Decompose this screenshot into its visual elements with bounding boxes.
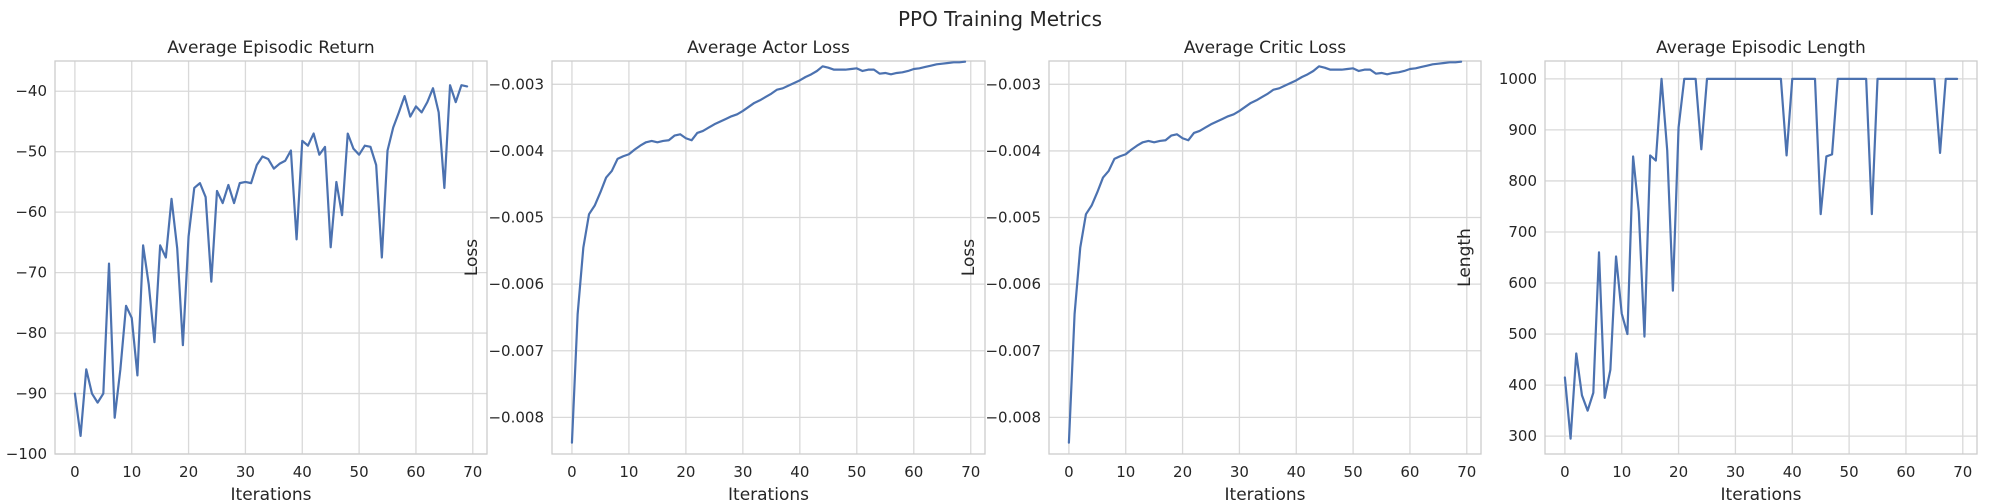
y-tick-label: −0.005 <box>488 209 544 227</box>
y-tick-label: −0.003 <box>985 75 1041 93</box>
x-axis-label: Iterations <box>1225 485 1306 500</box>
axes-frame <box>54 60 488 455</box>
x-tick-label: 50 <box>1840 463 1859 481</box>
x-tick-label: 20 <box>1669 463 1688 481</box>
y-tick-label: 800 <box>1508 172 1537 190</box>
x-axis-label: Iterations <box>231 485 312 500</box>
figure-title: PPO Training Metrics <box>898 7 1102 31</box>
plot-area <box>552 61 985 454</box>
y-tick-label: −80 <box>15 324 47 342</box>
chart-title: Average Critic Loss <box>1184 38 1346 58</box>
x-tick-label: 30 <box>733 463 752 481</box>
x-tick-label: 10 <box>122 463 141 481</box>
x-tick-label: 30 <box>236 463 255 481</box>
axes-frame <box>551 60 986 455</box>
x-tick-label: 60 <box>406 463 425 481</box>
y-tick-label: −0.005 <box>985 209 1041 227</box>
y-tick-label: −0.004 <box>985 142 1041 160</box>
x-tick-label: 70 <box>1953 463 1972 481</box>
x-tick-label: 20 <box>676 463 695 481</box>
x-tick-label: 60 <box>904 463 923 481</box>
x-axis-label: Iterations <box>728 485 809 500</box>
x-tick-label: 20 <box>1173 463 1192 481</box>
y-tick-label: −0.004 <box>488 142 544 160</box>
plot-area <box>55 61 487 454</box>
chart-title: Average Episodic Return <box>167 38 374 58</box>
x-tick-label: 10 <box>619 463 638 481</box>
x-tick-label: 40 <box>1287 463 1306 481</box>
x-tick-label: 60 <box>1400 463 1419 481</box>
y-axis-label: Loss <box>959 239 979 276</box>
plot-area <box>1545 61 1977 454</box>
series-line-1 <box>570 60 967 444</box>
y-tick-label: −0.007 <box>488 342 544 360</box>
x-tick-label: 70 <box>1457 463 1476 481</box>
chart-panel-3: 0 10 20 30 40 50 60 70 −0.008 −0.007 −0.006 −0.005 −… <box>959 38 1482 500</box>
series-line-1 <box>73 84 469 437</box>
y-tick-label: −70 <box>15 264 47 282</box>
x-tick-label: 40 <box>790 463 809 481</box>
y-tick-label: 600 <box>1508 274 1537 292</box>
x-tick-label: 70 <box>961 463 980 481</box>
y-tick-label: −50 <box>15 143 47 161</box>
y-tick-label: −0.006 <box>985 275 1041 293</box>
y-tick-label: −100 <box>6 445 47 463</box>
axes-frame <box>1544 60 1978 455</box>
x-tick-label: 20 <box>179 463 198 481</box>
x-tick-label: 0 <box>1064 463 1074 481</box>
y-tick-label: −60 <box>15 203 47 221</box>
x-tick-label: 50 <box>847 463 866 481</box>
y-tick-label: 1000 <box>1499 70 1537 88</box>
series-line-1 <box>1563 77 1959 440</box>
x-tick-label: 0 <box>1560 463 1570 481</box>
x-tick-label: 60 <box>1896 463 1915 481</box>
x-tick-label: 40 <box>293 463 312 481</box>
x-tick-label: 0 <box>70 463 80 481</box>
y-tick-label: 900 <box>1508 121 1537 139</box>
y-tick-label: 300 <box>1508 427 1537 445</box>
y-axis-label: Loss <box>462 239 482 276</box>
y-tick-label: −0.003 <box>488 75 544 93</box>
axes-frame <box>1048 60 1482 455</box>
x-tick-label: 50 <box>1344 463 1363 481</box>
y-tick-label: −40 <box>15 82 47 100</box>
x-axis-label: Iterations <box>1721 485 1802 500</box>
y-tick-label: −0.006 <box>488 275 544 293</box>
y-axis-label: Length <box>1455 228 1475 287</box>
x-tick-label: 10 <box>1612 463 1631 481</box>
x-tick-label: 30 <box>1726 463 1745 481</box>
chart-panel-4: 0 10 20 30 40 50 60 70 300 400 500 600 700 800 900 1000… <box>1455 38 1978 500</box>
x-tick-label: 10 <box>1116 463 1135 481</box>
y-tick-label: 500 <box>1508 325 1537 343</box>
chart-panel-1: 0 10 20 30 40 50 60 70 −100 −90 −80 −70 −60 −50 −40 Ave… <box>6 38 488 500</box>
chart-title: Average Actor Loss <box>687 38 850 58</box>
x-tick-label: 70 <box>463 463 482 481</box>
y-tick-label: 400 <box>1508 376 1537 394</box>
y-tick-label: −90 <box>15 385 47 403</box>
x-tick-label: 40 <box>1783 463 1802 481</box>
x-tick-label: 30 <box>1230 463 1249 481</box>
y-tick-label: −0.008 <box>985 408 1041 426</box>
plot-area <box>1049 61 1481 454</box>
y-tick-label: 700 <box>1508 223 1537 241</box>
chart-panel-2: 0 10 20 30 40 50 60 70 −0.008 −0.007 −0.006 −0.005 −… <box>462 38 986 500</box>
y-tick-label: −0.008 <box>488 408 544 426</box>
series-line-1 <box>1067 60 1463 444</box>
chart-title: Average Episodic Length <box>1656 38 1866 58</box>
x-tick-label: 50 <box>350 463 369 481</box>
x-tick-label: 0 <box>567 463 577 481</box>
y-tick-label: −0.007 <box>985 342 1041 360</box>
